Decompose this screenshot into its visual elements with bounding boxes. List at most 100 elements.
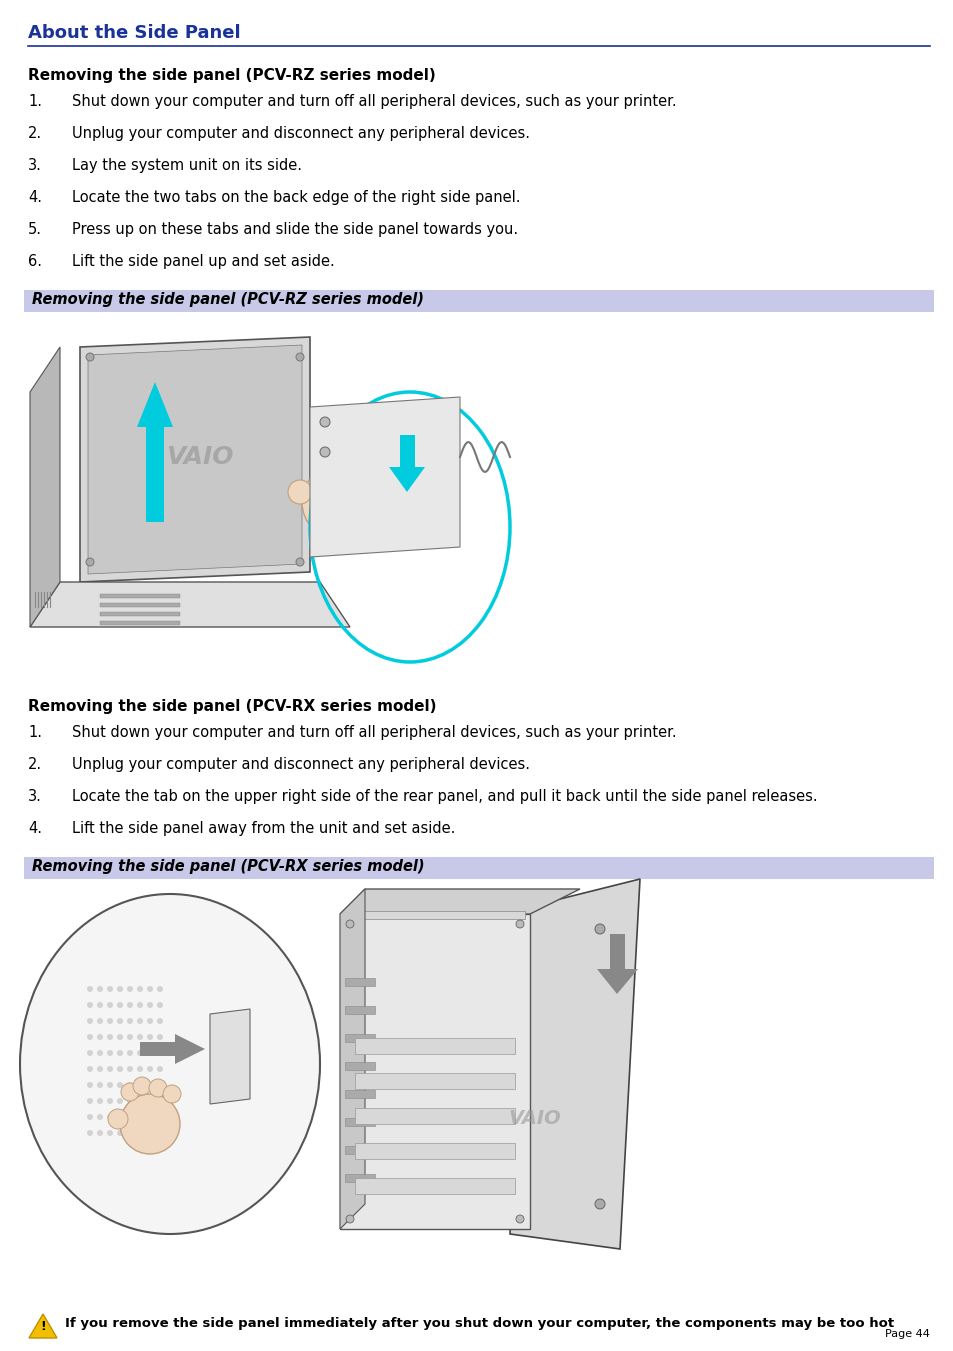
FancyBboxPatch shape xyxy=(24,857,933,880)
Circle shape xyxy=(288,480,312,504)
Circle shape xyxy=(157,1002,163,1008)
Circle shape xyxy=(127,1115,132,1120)
FancyBboxPatch shape xyxy=(24,290,933,312)
Text: Unplug your computer and disconnect any peripheral devices.: Unplug your computer and disconnect any … xyxy=(71,126,530,141)
Polygon shape xyxy=(339,915,530,1229)
Circle shape xyxy=(87,1098,92,1104)
FancyBboxPatch shape xyxy=(345,1146,375,1154)
Circle shape xyxy=(516,1215,523,1223)
Circle shape xyxy=(127,1129,132,1136)
Circle shape xyxy=(117,1129,123,1136)
Circle shape xyxy=(346,1215,354,1223)
Circle shape xyxy=(107,1019,112,1024)
Circle shape xyxy=(147,1115,152,1120)
Circle shape xyxy=(147,986,152,992)
Circle shape xyxy=(97,986,103,992)
Circle shape xyxy=(157,1066,163,1071)
Text: Lift the side panel up and set aside.: Lift the side panel up and set aside. xyxy=(71,254,335,269)
FancyBboxPatch shape xyxy=(355,1178,515,1194)
Polygon shape xyxy=(389,435,424,492)
Circle shape xyxy=(147,1082,152,1088)
FancyBboxPatch shape xyxy=(345,1034,375,1042)
Circle shape xyxy=(137,1019,143,1024)
Circle shape xyxy=(107,1082,112,1088)
Text: Removing the side panel (PCV-RZ series model): Removing the side panel (PCV-RZ series m… xyxy=(28,68,436,82)
Circle shape xyxy=(117,1002,123,1008)
Text: Removing the side panel (PCV-RX series model): Removing the side panel (PCV-RX series m… xyxy=(28,698,436,713)
Text: 3.: 3. xyxy=(28,789,42,804)
FancyBboxPatch shape xyxy=(100,612,180,616)
Circle shape xyxy=(595,924,604,934)
Polygon shape xyxy=(88,345,302,574)
Circle shape xyxy=(87,1002,92,1008)
Circle shape xyxy=(120,1094,180,1154)
Circle shape xyxy=(87,1019,92,1024)
Circle shape xyxy=(117,1066,123,1071)
Circle shape xyxy=(314,450,335,470)
Circle shape xyxy=(147,1129,152,1136)
Text: 4.: 4. xyxy=(28,190,42,205)
Text: Lift the side panel away from the unit and set aside.: Lift the side panel away from the unit a… xyxy=(71,821,455,836)
Circle shape xyxy=(137,986,143,992)
Circle shape xyxy=(350,454,370,474)
Circle shape xyxy=(157,1050,163,1056)
Circle shape xyxy=(107,1034,112,1040)
Circle shape xyxy=(137,1098,143,1104)
Circle shape xyxy=(127,1082,132,1088)
Circle shape xyxy=(127,1050,132,1056)
FancyBboxPatch shape xyxy=(100,621,180,626)
Circle shape xyxy=(147,1050,152,1056)
Circle shape xyxy=(87,1129,92,1136)
Circle shape xyxy=(337,447,357,467)
Polygon shape xyxy=(29,1315,57,1337)
Polygon shape xyxy=(339,889,579,915)
FancyBboxPatch shape xyxy=(345,1174,375,1182)
Text: Locate the two tabs on the back edge of the right side panel.: Locate the two tabs on the back edge of … xyxy=(71,190,520,205)
Circle shape xyxy=(137,1066,143,1071)
Circle shape xyxy=(147,1066,152,1071)
Circle shape xyxy=(86,558,94,566)
Circle shape xyxy=(595,1198,604,1209)
Circle shape xyxy=(147,1019,152,1024)
FancyBboxPatch shape xyxy=(345,1062,375,1070)
Circle shape xyxy=(87,1115,92,1120)
Circle shape xyxy=(97,1002,103,1008)
Circle shape xyxy=(87,1050,92,1056)
FancyBboxPatch shape xyxy=(355,1108,515,1124)
Circle shape xyxy=(149,1079,167,1097)
Polygon shape xyxy=(30,582,350,627)
Circle shape xyxy=(147,1034,152,1040)
Polygon shape xyxy=(510,880,639,1250)
Circle shape xyxy=(302,463,377,540)
Circle shape xyxy=(97,1034,103,1040)
Text: Removing the side panel (PCV-RZ series model): Removing the side panel (PCV-RZ series m… xyxy=(32,292,423,307)
Polygon shape xyxy=(530,894,589,1215)
Circle shape xyxy=(127,1002,132,1008)
Text: 3.: 3. xyxy=(28,158,42,173)
FancyBboxPatch shape xyxy=(100,594,180,598)
Circle shape xyxy=(107,1066,112,1071)
Circle shape xyxy=(87,1034,92,1040)
Polygon shape xyxy=(597,934,638,994)
Text: 6.: 6. xyxy=(28,254,42,269)
Circle shape xyxy=(147,1098,152,1104)
Text: 4.: 4. xyxy=(28,821,42,836)
Circle shape xyxy=(86,353,94,361)
Circle shape xyxy=(137,1050,143,1056)
Circle shape xyxy=(516,920,523,928)
Text: About the Side Panel: About the Side Panel xyxy=(28,24,240,42)
Text: Unplug your computer and disconnect any peripheral devices.: Unplug your computer and disconnect any … xyxy=(71,757,530,771)
Circle shape xyxy=(87,986,92,992)
Circle shape xyxy=(163,1085,181,1102)
Circle shape xyxy=(87,1082,92,1088)
Polygon shape xyxy=(210,1009,250,1104)
Circle shape xyxy=(157,1082,163,1088)
Circle shape xyxy=(137,1129,143,1136)
Text: 2.: 2. xyxy=(28,757,42,771)
Circle shape xyxy=(107,986,112,992)
Circle shape xyxy=(117,1082,123,1088)
Circle shape xyxy=(157,1115,163,1120)
Circle shape xyxy=(97,1082,103,1088)
Circle shape xyxy=(107,1115,112,1120)
Circle shape xyxy=(117,986,123,992)
